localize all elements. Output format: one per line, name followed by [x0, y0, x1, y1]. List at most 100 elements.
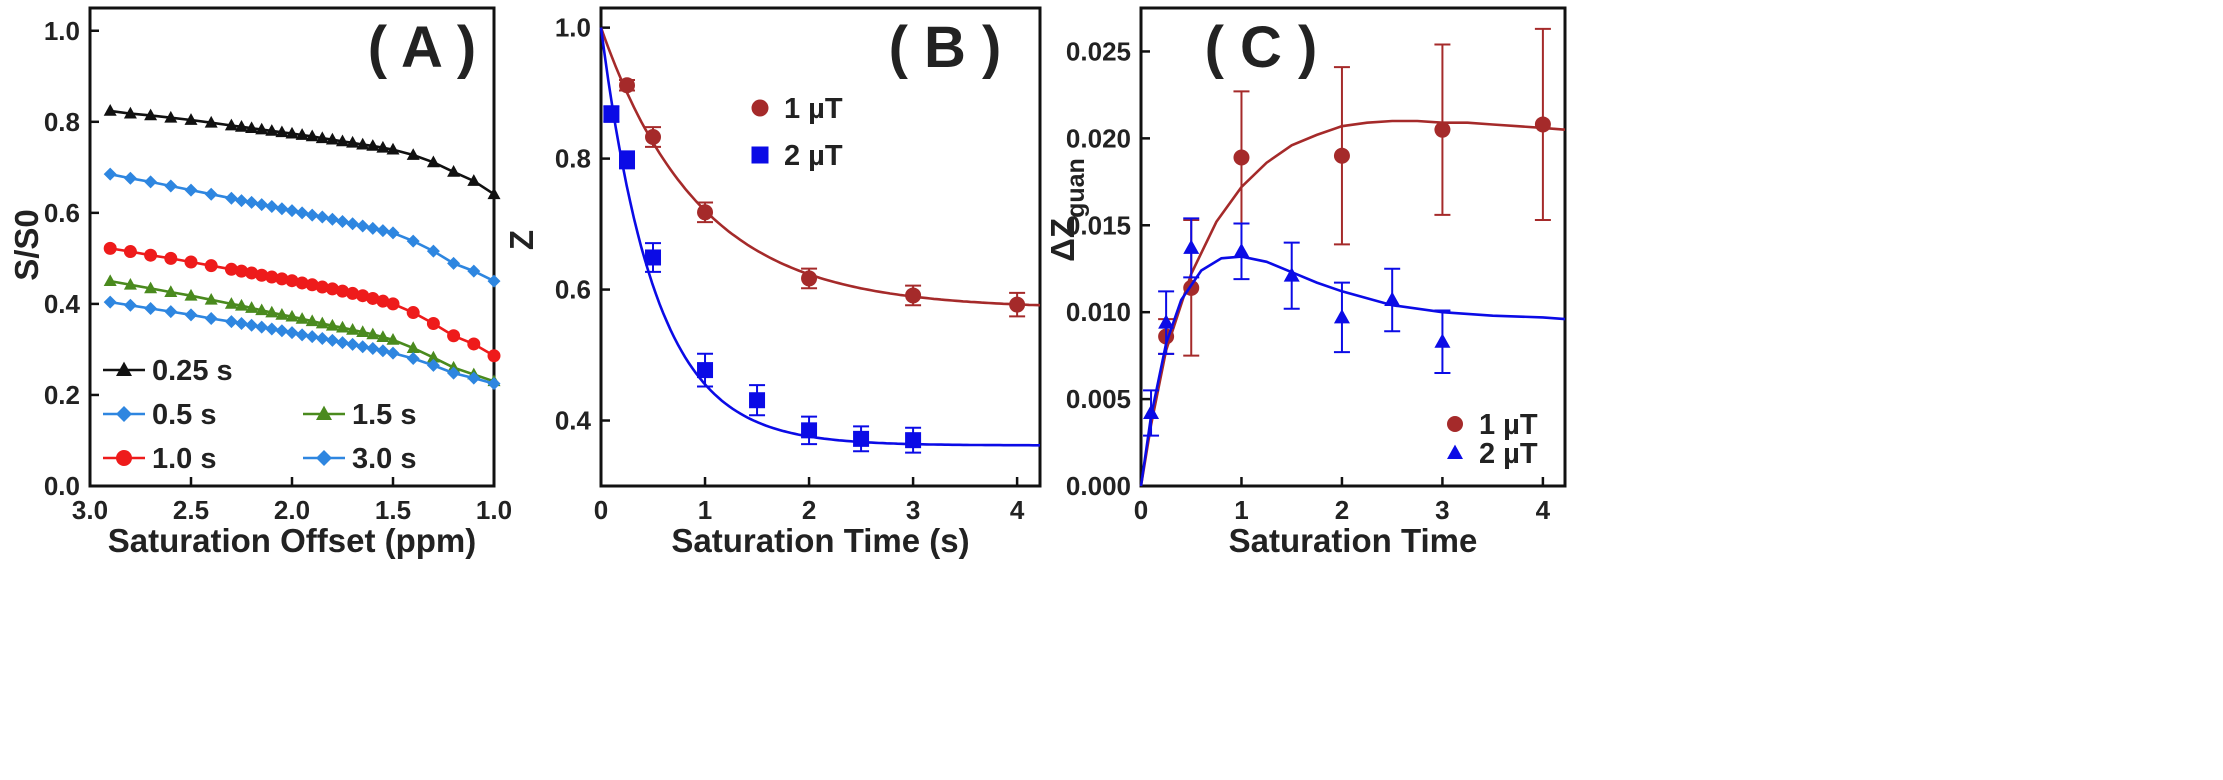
- x-tick-label: 0: [594, 495, 608, 525]
- data-point: [204, 311, 218, 325]
- data-point: [487, 349, 501, 363]
- series-0.5s: [103, 167, 501, 288]
- x-tick-label: 1: [698, 495, 712, 525]
- legend-marker: [316, 450, 332, 466]
- data-point: [386, 346, 400, 360]
- series-line: [109, 172, 495, 283]
- legend-label: 3.0 s: [352, 443, 417, 475]
- data-point: [426, 244, 440, 258]
- data-point: [204, 259, 218, 273]
- data-point: [315, 280, 329, 294]
- data-point: [144, 248, 158, 262]
- y-tick-label: 0.6: [555, 275, 591, 305]
- legend-label: 2 µT: [1479, 438, 1538, 470]
- data-point: [164, 251, 178, 265]
- x-tick-label: 3: [906, 495, 920, 525]
- panel-a: 3.0 2.5 2.0 1.5 1.00.00.20.40.60.81.0Saturat…: [8, 6, 512, 559]
- data-point: [487, 187, 501, 200]
- data-point: [144, 175, 158, 189]
- legend-marker: [1447, 444, 1463, 459]
- data-point: [467, 174, 481, 186]
- data-point: [366, 221, 380, 235]
- data-point: [366, 342, 380, 356]
- data-point: [801, 270, 818, 287]
- data-point: [619, 151, 636, 168]
- data-point: [265, 322, 279, 336]
- data-point: [103, 295, 117, 309]
- y-tick-label: 0.010: [1066, 297, 1131, 327]
- data-point: [346, 135, 360, 148]
- legend-marker: [116, 361, 132, 376]
- y-tick-label: 0.8: [555, 144, 591, 174]
- data-point: [376, 344, 390, 358]
- data-point: [325, 318, 339, 331]
- data-point: [447, 366, 461, 380]
- data-point: [123, 171, 137, 185]
- data-point: [801, 422, 818, 439]
- panel-b: 0 1 2 3 4 0.4 0.6 0.8 1.0 Saturation Time (s) Z ( B…: [503, 6, 1042, 559]
- data-point: [265, 270, 279, 284]
- legend-marker: [1447, 416, 1463, 432]
- data-point: [184, 255, 198, 269]
- data-point: [184, 113, 198, 125]
- legend-label: 1.5 s: [352, 399, 417, 431]
- x-tick-label: 2.0: [274, 495, 310, 525]
- data-point: [315, 332, 329, 346]
- data-point: [295, 312, 309, 324]
- data-point: [325, 132, 339, 145]
- data-point: [285, 274, 299, 288]
- data-point: [204, 292, 218, 305]
- data-point: [224, 118, 238, 131]
- data-point: [255, 303, 269, 316]
- x-axis-label: Saturation Time (s): [671, 522, 969, 559]
- data-point: [164, 179, 178, 193]
- data-point: [1233, 149, 1250, 166]
- legend-item: 2 µT: [1447, 438, 1538, 470]
- data-point: [245, 318, 259, 332]
- data-point: [645, 128, 662, 145]
- legend-item: 2 µT: [751, 140, 843, 172]
- data-point: [245, 266, 259, 280]
- data-point: [224, 315, 238, 329]
- data-point: [305, 129, 319, 142]
- data-point: [336, 215, 349, 229]
- data-point: [336, 336, 349, 350]
- y-tick-label: 0.015: [1066, 210, 1131, 240]
- data-point: [1143, 404, 1160, 419]
- data-point: [447, 256, 461, 270]
- panel-c: 0 1 2 3 4 0.000 0.005 0.010 0.015 0.020 0.025 Satur…: [1044, 6, 1567, 559]
- y-axis-label: S/S0: [8, 209, 45, 281]
- data-point: [103, 104, 117, 116]
- data-point: [275, 324, 289, 338]
- data-point: [164, 305, 178, 319]
- data-point: [467, 337, 481, 351]
- data-point: [406, 352, 420, 366]
- data-point: [1183, 239, 1200, 254]
- data-point: [376, 224, 390, 238]
- data-point: [235, 194, 248, 208]
- legend-item: 3.0 s: [303, 443, 417, 475]
- data-point: [336, 134, 349, 147]
- data-point: [325, 333, 339, 347]
- series-2µT: [1139, 217, 1566, 487]
- y-tick-label: 0.4: [44, 289, 81, 319]
- data-point: [356, 289, 370, 303]
- data-point: [275, 308, 289, 320]
- data-point: [426, 350, 440, 363]
- x-tick-label: 1.0: [476, 495, 512, 525]
- data-point: [467, 371, 481, 385]
- data-point: [346, 337, 360, 351]
- legend-label: 2 µT: [784, 140, 843, 172]
- y-axis-label-subscript: guan: [1062, 158, 1090, 218]
- y-tick-label: 1.0: [44, 16, 80, 46]
- data-point: [305, 278, 319, 292]
- y-tick-label: 0.020: [1066, 123, 1131, 153]
- legend-marker: [751, 99, 769, 117]
- series-2µT: [599, 27, 1040, 454]
- y-axis-label: Z: [503, 230, 540, 250]
- data-point: [356, 137, 370, 150]
- data-point: [224, 191, 238, 205]
- y-axis-label: ΔZguan: [1044, 158, 1090, 262]
- panel-letter: ( C ): [1205, 15, 1318, 80]
- data-point: [447, 329, 461, 343]
